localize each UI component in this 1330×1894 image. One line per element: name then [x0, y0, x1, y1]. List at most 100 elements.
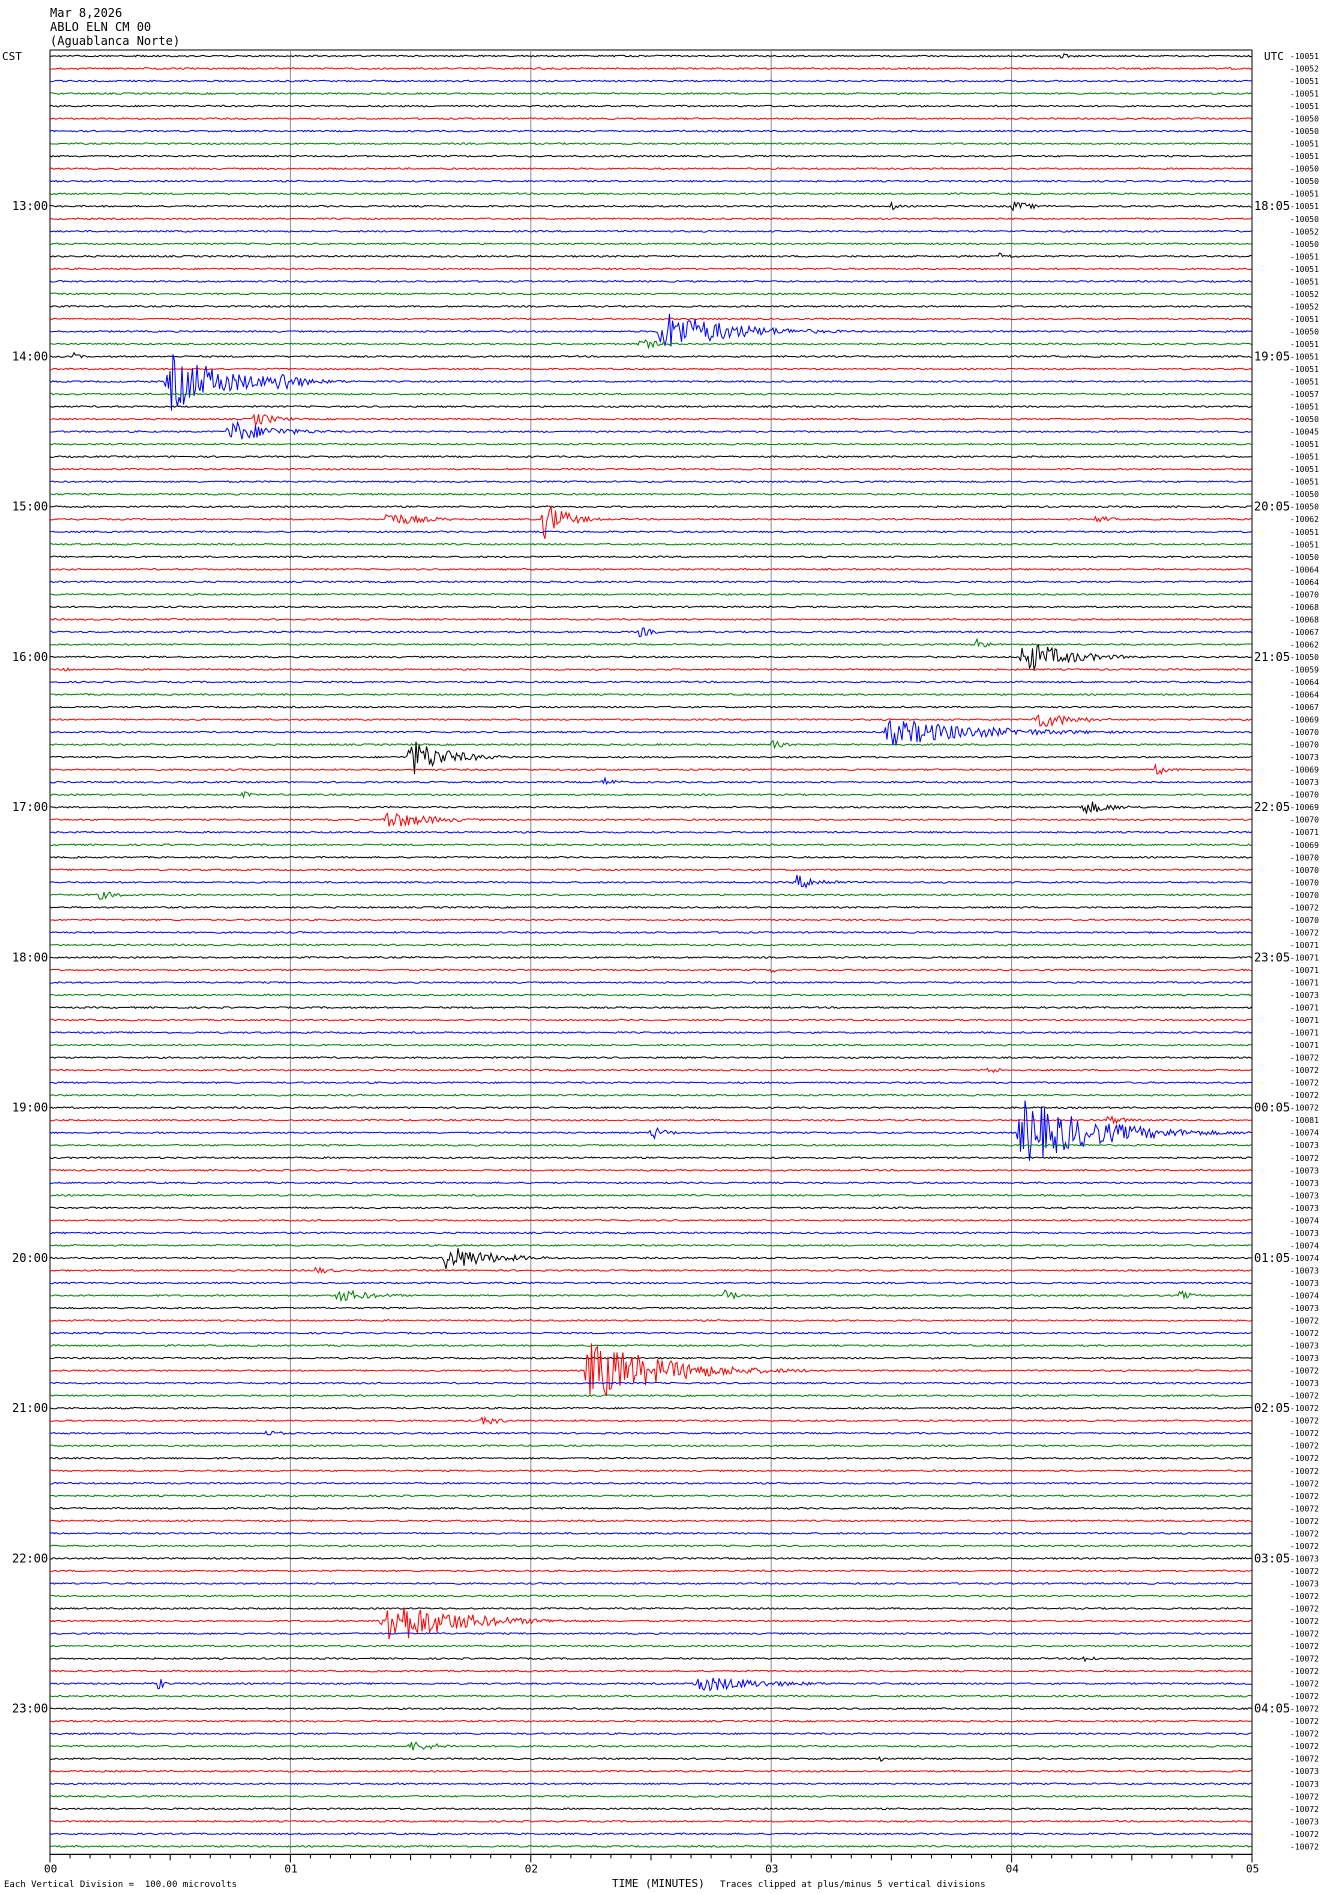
trace-line [49, 791, 1252, 799]
trace-line [49, 1343, 1252, 1397]
trace-offset-label: -10072 [1290, 1479, 1319, 1488]
trace-line [49, 1093, 1252, 1097]
trace-offset-label: -10072 [1290, 1667, 1319, 1676]
trace-line [49, 351, 1252, 359]
trace-offset-label: -10073 [1290, 1266, 1319, 1275]
trace-offset-label: -10051 [1290, 265, 1319, 274]
trace-offset-label: -10050 [1290, 653, 1319, 662]
trace-offset-label: -10070 [1290, 878, 1319, 887]
trace-line [49, 129, 1252, 133]
trace-offset-label: -10073 [1290, 1191, 1319, 1200]
trace-line [49, 905, 1252, 909]
trace-line [49, 1043, 1252, 1047]
trace-offset-label: -10064 [1290, 565, 1319, 574]
trace-offset-label: -10064 [1290, 678, 1319, 687]
trace-line [49, 1782, 1252, 1786]
left-hour-label: 21:00 [12, 1401, 48, 1415]
left-hour-label: 19:00 [12, 1101, 48, 1115]
trace-line [49, 1644, 1252, 1648]
trace-line [49, 1031, 1252, 1035]
trace-offset-label: -10072 [1290, 1454, 1319, 1463]
left-hour-label: 15:00 [12, 500, 48, 514]
trace-offset-label: -10072 [1290, 903, 1319, 912]
trace-line [49, 1006, 1252, 1009]
trace-line [49, 1406, 1252, 1410]
trace-line [49, 542, 1252, 546]
plot-date: Mar 8,2026 [50, 6, 123, 20]
left-hour-label: 17:00 [12, 800, 48, 814]
trace-line [49, 1719, 1252, 1723]
x-axis-label: TIME (MINUTES) [612, 1877, 705, 1890]
trace-line [49, 1081, 1252, 1085]
trace-offset-label: -10052 [1290, 302, 1319, 311]
time-gridlines [49, 49, 1253, 1855]
trace-line [49, 1394, 1252, 1398]
trace-line [49, 154, 1252, 158]
trace-offset-label: -10051 [1290, 52, 1319, 61]
trace-offset-label: -10072 [1290, 1442, 1319, 1451]
right-hour-label: 20:05 [1254, 500, 1290, 514]
trace-offset-label: -10072 [1290, 1642, 1319, 1651]
trace-offset-label: -10070 [1290, 891, 1319, 900]
trace-line [49, 1581, 1252, 1585]
trace-line [49, 868, 1252, 872]
right-hour-label: 21:05 [1254, 650, 1290, 664]
trace-line [49, 1381, 1252, 1385]
trace-offset-label: -10073 [1290, 1179, 1319, 1188]
trace-line [49, 252, 1252, 259]
trace-line [49, 555, 1252, 559]
trace-line [49, 229, 1252, 233]
trace-line [49, 79, 1252, 83]
trace-line [49, 580, 1252, 584]
trace-line [49, 1819, 1252, 1823]
trace-line [49, 981, 1252, 984]
trace-offset-label: -10072 [1290, 1054, 1319, 1063]
trace-offset-label: -10071 [1290, 966, 1319, 975]
trace-line [49, 1494, 1252, 1498]
left-hour-label: 22:00 [12, 1551, 48, 1565]
trace-line [49, 1243, 1252, 1247]
trace-offset-label: -10073 [1290, 1767, 1319, 1776]
trace-line [49, 1115, 1252, 1125]
trace-line [49, 1506, 1252, 1510]
trace-offset-label: -10072 [1290, 1792, 1319, 1801]
x-tick-label: 04 [1006, 1862, 1020, 1875]
trace-offset-label: -10062 [1290, 515, 1319, 524]
trace-offset-label: -10051 [1290, 152, 1319, 161]
trace-offset-label: -10073 [1290, 1379, 1319, 1388]
trace-labels: -10051 -10052 -10051 -10051 -10051 -10050 -100… [12, 52, 1319, 1851]
left-hour-label: 13:00 [12, 199, 48, 213]
trace-offset-label: -10051 [1290, 403, 1319, 412]
time-axis: 00 01 02 03 04 05 [44, 1853, 1259, 1875]
trace-offset-label: -10073 [1290, 1141, 1319, 1150]
trace-line [49, 392, 1252, 396]
trace-offset-label: -10051 [1290, 378, 1319, 387]
trace-offset-label: -10072 [1290, 1417, 1319, 1426]
right-hour-label: 22:05 [1254, 800, 1290, 814]
trace-line [49, 763, 1252, 775]
trace-offset-label: -10073 [1290, 1342, 1319, 1351]
trace-offset-label: -10072 [1290, 1529, 1319, 1538]
trace-offset-label: -10051 [1290, 340, 1319, 349]
trace-line [49, 405, 1252, 409]
trace-offset-label: -10051 [1290, 352, 1319, 361]
trace-line [49, 718, 1252, 746]
left-hour-label: 23:00 [12, 1702, 48, 1716]
trace-offset-label: -10073 [1290, 1229, 1319, 1238]
trace-line [49, 741, 1252, 775]
trace-offset-label: -10072 [1290, 1604, 1319, 1613]
trace-line [49, 304, 1252, 308]
trace-line [49, 776, 1252, 786]
trace-offset-label: -10050 [1290, 215, 1319, 224]
trace-offset-label: -10071 [1290, 1004, 1319, 1013]
trace-line [49, 313, 1252, 347]
trace-offset-label: -10050 [1290, 503, 1319, 512]
trace-line [49, 605, 1252, 609]
trace-offset-label: -10051 [1290, 277, 1319, 286]
trace-offset-label: -10073 [1290, 1166, 1319, 1175]
trace-offset-label: -10064 [1290, 578, 1319, 587]
trace-line [49, 617, 1252, 621]
trace-line [49, 918, 1252, 922]
trace-line [49, 855, 1252, 859]
trace-line [49, 1607, 1252, 1640]
